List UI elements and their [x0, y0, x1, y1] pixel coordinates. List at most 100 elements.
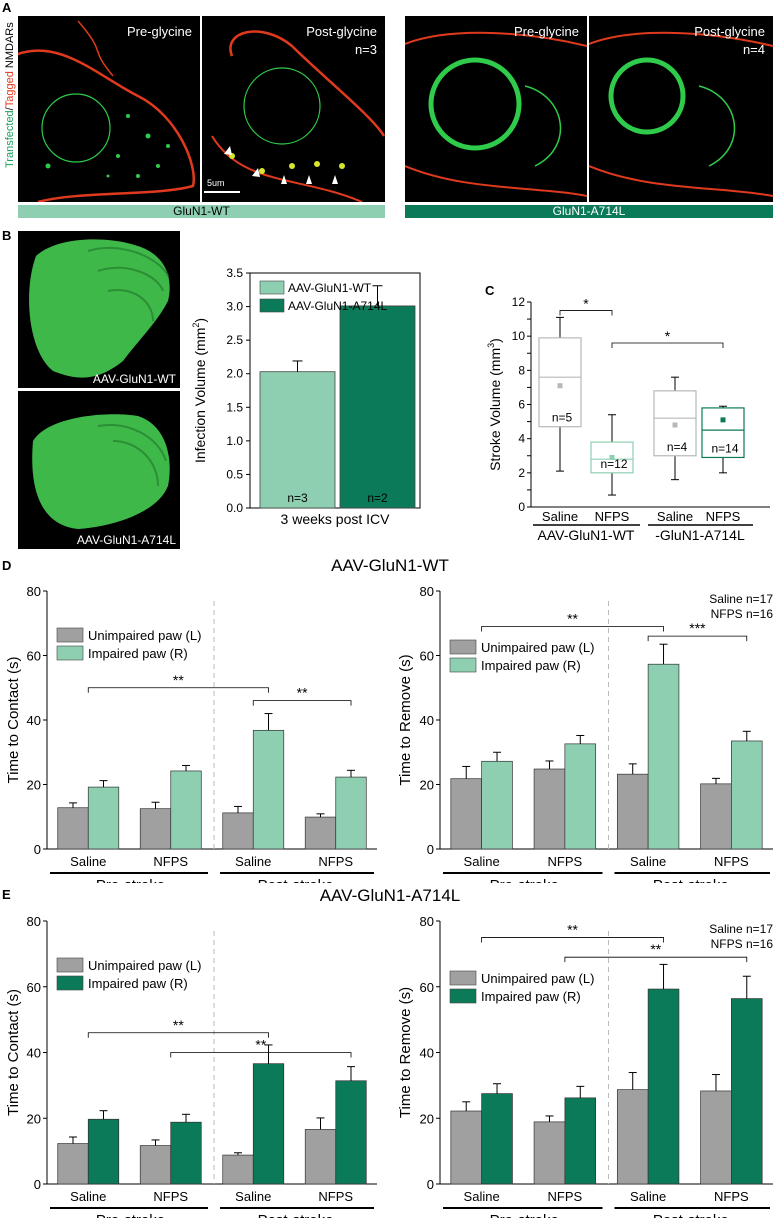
box [701, 407, 745, 459]
tissue-image-wt: AAV-GluN1-WT [18, 231, 180, 388]
y-tick-label: 12 [512, 295, 526, 309]
significance-bracket [481, 626, 664, 632]
genotype-bar-wt: GluN1-WT [18, 205, 385, 218]
y-axis-label: Time to Remove (s) [397, 987, 414, 1118]
micrograph-a714l-post: Post-glycine n=4 [589, 16, 773, 202]
y-tick-label: 0 [34, 1177, 41, 1192]
y-tick-label: 40 [420, 1046, 434, 1061]
y-tick-label: 3.0 [226, 300, 243, 314]
panel-letter-d: D [2, 558, 12, 573]
significance-label: ** [173, 672, 184, 688]
y-tick-label: 1.5 [226, 400, 243, 414]
x-tick-label: NFPS [714, 854, 749, 869]
bar-impaired [731, 998, 763, 1185]
x-tick-label: NFPS [153, 854, 188, 869]
group-label: Post-stroke [653, 877, 729, 883]
x-axis-label: 3 weeks post ICV [281, 511, 391, 527]
y-tick-label: 80 [27, 584, 41, 599]
x-tick-label: NFPS [153, 1189, 188, 1204]
legend-label: AAV-GluN1-A714L [288, 299, 387, 313]
y-tick-label: 6 [518, 398, 525, 412]
image-label: Post-glycine [694, 24, 765, 39]
group-label: Pre-stroke [96, 1212, 165, 1218]
scale-bar-label: 5um [207, 178, 225, 188]
x-tick-label: NFPS [706, 509, 741, 524]
y-axis-label-close: ) [192, 318, 208, 323]
group-label: -GluN1-A714L [655, 527, 745, 543]
significance-bracket [252, 700, 352, 706]
y-tick-label: 60 [27, 649, 41, 664]
y-axis-label: Time to Contact (s) [5, 989, 22, 1116]
legend-swatch [259, 298, 285, 313]
nucleus-outline [608, 57, 686, 135]
bar-impaired [564, 743, 597, 850]
bar-unimpaired [450, 778, 482, 850]
group-label: Post-stroke [258, 877, 334, 883]
x-tick-label: NFPS [595, 509, 630, 524]
legend-label: Unimpaired paw (L) [88, 958, 201, 973]
bar-impaired [87, 1118, 120, 1185]
x-tick-label: Saline [657, 509, 693, 524]
y-tick-label: 3.5 [226, 266, 243, 280]
n-label: n=3 [354, 42, 377, 57]
brain-section [29, 239, 170, 378]
bar-impaired [335, 1080, 367, 1185]
membrane-outline [405, 31, 587, 47]
group-label: AAV-GluN1-WT [538, 527, 635, 543]
significance-label: ** [297, 685, 308, 701]
y-axis-label: Stroke Volume (mm3) [486, 338, 503, 471]
brain-section [32, 414, 170, 529]
membrane-outline [589, 31, 773, 47]
y-tick-label: 80 [420, 584, 434, 599]
mean-marker [672, 422, 678, 428]
n-label: n=2 [367, 491, 388, 505]
micrograph-a714l-pre: Pre-glycine [405, 16, 587, 202]
section-edge [97, 424, 167, 462]
box [538, 337, 582, 428]
significance-bracket [87, 1032, 269, 1038]
bar-impaired [170, 770, 202, 850]
x-tick-label: Saline [70, 1189, 106, 1204]
bar-unimpaired [450, 1110, 482, 1185]
image-label: Post-glycine [306, 24, 377, 39]
puncta [229, 153, 345, 174]
bar-impaired [170, 1121, 202, 1185]
bar-unimpaired [139, 1145, 172, 1185]
y-tick-label: 10 [512, 329, 526, 343]
y-tick-label: 2.5 [226, 333, 243, 347]
bar-impaired [252, 729, 285, 850]
y-tick-label: 1.0 [226, 434, 243, 448]
genotype-bar-a714l: GluN1-A714L [405, 205, 773, 218]
y-tick-label: 20 [27, 1111, 41, 1126]
bar-impaired [87, 786, 120, 850]
y-tick-label: 20 [420, 778, 434, 793]
y-tick-label: 20 [420, 1111, 434, 1126]
bar-unimpaired [57, 807, 89, 850]
membrane-outline [229, 30, 385, 137]
bar-unimpaired [222, 812, 254, 850]
stroke-volume-chart: 0 2 4 6 8 10 12 Stroke Volume (mm3) n=5 Saline n=1… [486, 295, 770, 543]
bar-unimpaired [139, 808, 172, 850]
legend-label: Impaired paw (R) [481, 989, 581, 1004]
y-tick-label: 60 [420, 649, 434, 664]
panel-letter-a: A [2, 0, 12, 15]
y-tick-label: 80 [420, 914, 434, 929]
puncta [45, 114, 170, 178]
significance-bracket [611, 342, 724, 348]
bar-unimpaired [700, 1090, 732, 1185]
y-tick-label: 40 [27, 713, 41, 728]
y-axis-label-close: ) [487, 338, 503, 343]
y-axis-label: Time to Contact (s) [5, 657, 22, 784]
membrane-outline [405, 165, 587, 197]
section-edge [97, 266, 164, 292]
significance-label: ** [255, 1037, 266, 1053]
x-tick-label: Saline [542, 509, 578, 524]
y-axis-label-text: Stroke Volume (mm [487, 348, 503, 471]
section-edge [112, 440, 159, 487]
panel-letter-b: B [2, 228, 12, 243]
bar-unimpaired [533, 768, 566, 850]
y-tick-label: 2 [518, 466, 525, 480]
n-label: n=14 [711, 441, 738, 455]
legend-swatch [449, 988, 477, 1004]
bar-impaired [481, 760, 513, 850]
